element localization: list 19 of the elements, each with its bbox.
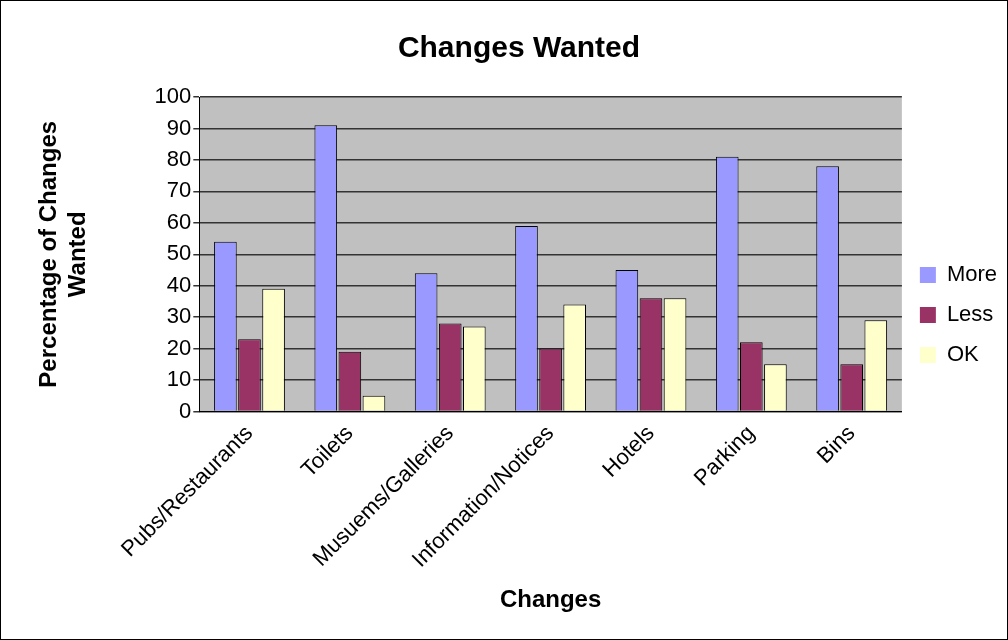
- x-tick-label: Bins: [811, 420, 860, 468]
- legend-label: OK: [946, 341, 979, 367]
- y-tick-label: 20: [166, 334, 192, 360]
- legend-label: More: [946, 261, 997, 287]
- y-tick-label: 50: [166, 240, 192, 266]
- y-tick-label: 60: [166, 208, 192, 234]
- y-tick-label: 80: [166, 145, 192, 171]
- y-tick-label: 10: [166, 366, 192, 392]
- chart-title: Changes Wanted: [397, 30, 641, 64]
- text: Wanted: [62, 211, 90, 298]
- y-tick-label: 100: [154, 83, 192, 109]
- y-tick-label: 70: [166, 177, 192, 203]
- y-tick-label: 30: [166, 303, 192, 329]
- legend-label: Less: [946, 301, 994, 327]
- x-axis-title: Changes: [499, 585, 602, 613]
- y-tick-label: 0: [179, 397, 192, 423]
- y-tick-label: 40: [166, 271, 192, 297]
- text: Percentage of Changes: [34, 120, 62, 388]
- y-tick-label: 90: [166, 114, 192, 140]
